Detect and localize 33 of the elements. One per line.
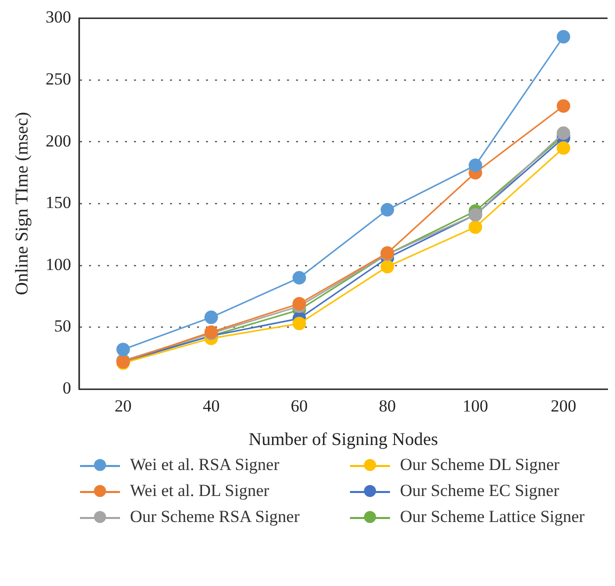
point <box>380 203 394 217</box>
y-tick-label: 250 <box>46 69 72 88</box>
y-tick-label: 150 <box>46 193 72 212</box>
point <box>468 220 482 234</box>
x-tick-label: 100 <box>462 396 488 416</box>
point <box>204 310 218 324</box>
x-tick-label: 60 <box>290 396 308 416</box>
legend-label: Wei et al. DL Signer <box>130 481 270 501</box>
x-tick-label: 40 <box>202 396 220 416</box>
y-axis-title: Online Sign TIme (msec) <box>12 112 32 296</box>
x-tick-label: 20 <box>114 396 132 416</box>
legend-label: Our Scheme DL Signer <box>400 455 560 475</box>
point <box>380 260 394 274</box>
legend-label: Wei et al. RSA Signer <box>130 455 280 475</box>
y-tick-label: 200 <box>46 131 72 150</box>
point <box>292 316 306 330</box>
point <box>556 30 570 44</box>
y-tick-label: 300 <box>46 8 72 27</box>
legend-label: Our Scheme Lattice Signer <box>400 507 586 527</box>
point <box>116 342 130 356</box>
x-tick-label: 80 <box>378 396 396 416</box>
legend-label: Our Scheme RSA Signer <box>130 507 301 527</box>
x-tick-label: 200 <box>550 396 576 416</box>
point <box>468 158 482 172</box>
point <box>556 99 570 113</box>
point <box>556 141 570 155</box>
y-tick-label: 0 <box>62 378 72 398</box>
legend-label: Our Scheme EC Signer <box>400 481 560 501</box>
x-axis-title: Number of Signing Nodes <box>248 428 438 449</box>
y-tick-label: 50 <box>54 316 72 336</box>
point <box>292 271 306 285</box>
point <box>556 126 570 140</box>
y-tick-label: 100 <box>46 254 72 274</box>
